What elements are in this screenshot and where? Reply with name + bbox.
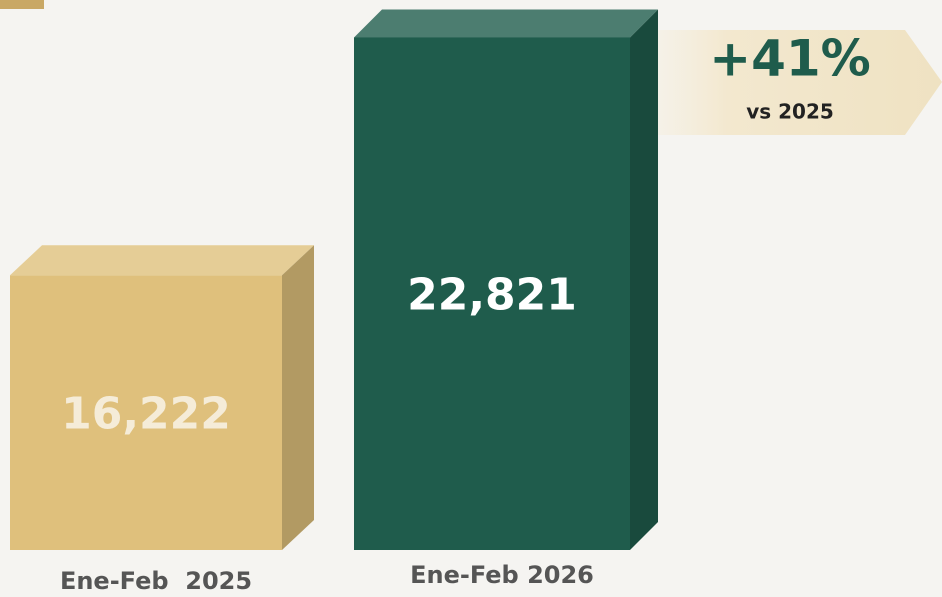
corner-accent xyxy=(0,0,44,9)
x-tick-label: Ene-Feb 2025 xyxy=(60,567,252,595)
bar xyxy=(354,37,630,550)
bar-side xyxy=(282,245,314,551)
annotation-label: +41% xyxy=(709,30,871,88)
x-tick-label: Ene-Feb 2026 xyxy=(410,561,594,589)
annotation-banner xyxy=(655,30,942,135)
bar-top xyxy=(10,245,314,276)
bar-top xyxy=(354,9,658,38)
value-label: 22,821 xyxy=(407,270,577,321)
bar-side xyxy=(630,9,658,550)
bar xyxy=(10,275,282,550)
annotation-text: vs 2025 xyxy=(746,100,834,124)
value-label: 16,222 xyxy=(61,389,231,440)
